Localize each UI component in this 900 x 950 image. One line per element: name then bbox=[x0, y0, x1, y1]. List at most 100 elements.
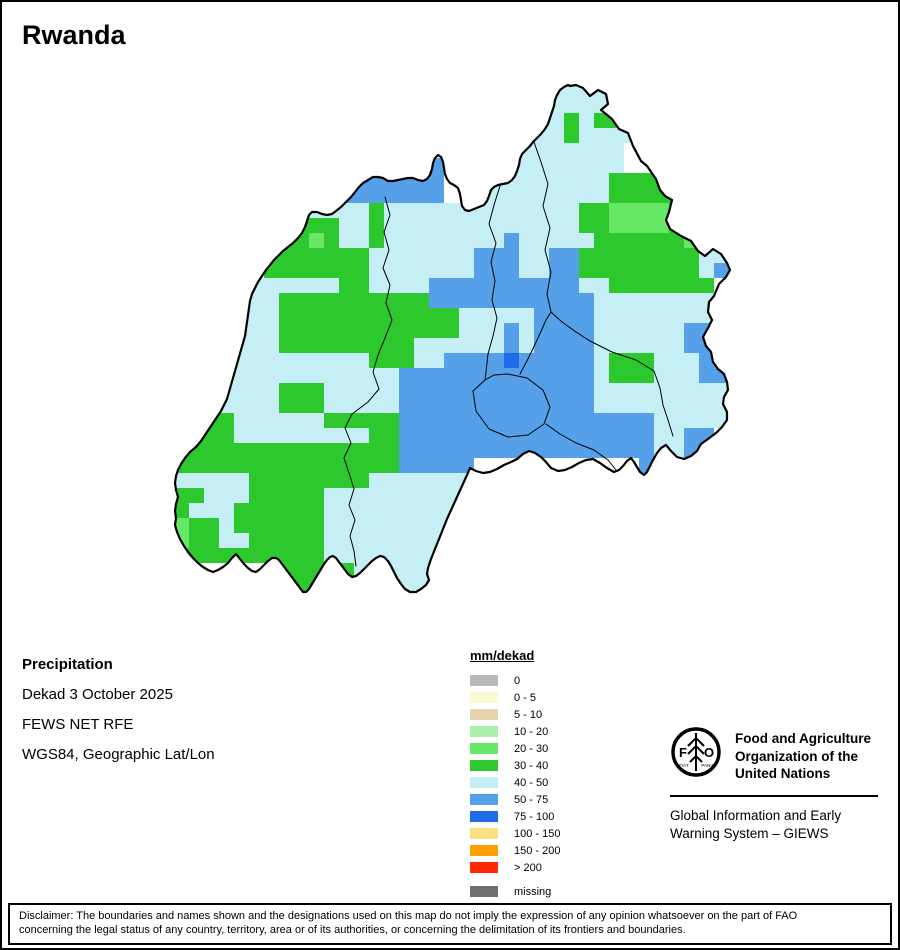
info-dekad: Dekad 3 October 2025 bbox=[22, 686, 173, 703]
raster-cell-run bbox=[175, 548, 324, 563]
raster-cell-run bbox=[684, 218, 714, 233]
legend-swatch bbox=[470, 777, 498, 788]
raster-cell-run bbox=[534, 323, 594, 338]
legend-swatch bbox=[470, 692, 498, 703]
legend-label: 100 - 150 bbox=[514, 827, 561, 840]
raster-cell-run bbox=[504, 323, 519, 338]
raster-cell-run bbox=[279, 338, 414, 353]
raster-cell-run bbox=[339, 218, 369, 233]
legend-swatch bbox=[470, 726, 498, 737]
legend-swatch bbox=[470, 743, 498, 754]
raster-cell-run bbox=[594, 383, 729, 398]
raster-cell-run bbox=[369, 233, 384, 248]
svg-text:F: F bbox=[679, 745, 687, 760]
fao-name: Food and Agriculture Organization of the… bbox=[735, 724, 871, 783]
raster-cell-run bbox=[519, 233, 594, 248]
raster-cell-run bbox=[339, 278, 369, 293]
province-border-north bbox=[484, 185, 501, 381]
raster-cell-run bbox=[504, 233, 519, 248]
raster-cell-run bbox=[339, 188, 444, 203]
raster-cell-run bbox=[324, 503, 474, 518]
raster-cell-run bbox=[369, 203, 384, 218]
legend-row: 75 - 100 bbox=[470, 808, 560, 825]
legend-row: 40 - 50 bbox=[470, 774, 560, 791]
raster-cell-run bbox=[579, 203, 609, 218]
raster-cell-run bbox=[579, 248, 699, 263]
raster-cell-run bbox=[219, 518, 234, 533]
raster-cell-run bbox=[279, 398, 324, 413]
province-border-east bbox=[533, 141, 674, 437]
legend-swatch bbox=[470, 794, 498, 805]
legend-swatch bbox=[470, 811, 498, 822]
raster-cell-run bbox=[204, 488, 249, 503]
raster-cell-run bbox=[294, 218, 339, 233]
raster-cell-run bbox=[579, 278, 609, 293]
raster-cell-run bbox=[175, 518, 189, 533]
giews-line2: Warning System – GIEWS bbox=[670, 825, 829, 841]
raster-cell-run bbox=[684, 443, 714, 458]
raster-cell-run bbox=[459, 323, 504, 338]
raster-cell-run bbox=[399, 443, 654, 458]
raster-cell-run bbox=[189, 518, 219, 533]
raster-cell-run bbox=[189, 503, 234, 518]
raster-cell-run bbox=[534, 338, 594, 353]
raster-cell-run bbox=[369, 278, 429, 293]
legend-label: 150 - 200 bbox=[514, 844, 561, 857]
raster-cell-run bbox=[519, 323, 534, 338]
raster-cell-run bbox=[189, 428, 234, 443]
raster-cell-run bbox=[579, 218, 609, 233]
raster-cell-run bbox=[474, 188, 609, 203]
disclaimer-line2: concerning the legal status of any count… bbox=[19, 924, 686, 936]
fao-divider bbox=[670, 794, 878, 797]
raster-cell-run bbox=[219, 533, 249, 548]
raster-cell-run bbox=[504, 353, 519, 368]
legend-label: 5 - 10 bbox=[514, 708, 543, 721]
raster-cell-run bbox=[414, 338, 504, 353]
raster-cell-run bbox=[309, 233, 324, 248]
raster-cell-run bbox=[594, 353, 609, 368]
raster-cell-run bbox=[279, 383, 324, 398]
raster-cell-run bbox=[609, 368, 654, 383]
raster-cell-run bbox=[175, 458, 399, 473]
svg-text:O: O bbox=[704, 745, 714, 760]
page-title: Rwanda bbox=[22, 20, 126, 50]
raster-cell-run bbox=[249, 533, 324, 548]
legend-rows: 0 0 - 5 5 - 10 10 - 20 20 - 30 30 - 40 40 - 50… bbox=[470, 672, 560, 900]
raster-cell-run bbox=[654, 413, 729, 428]
raster-cell-run bbox=[489, 173, 609, 188]
raster-cell-run bbox=[369, 428, 399, 443]
legend-label: 40 - 50 bbox=[514, 776, 549, 789]
fao-logo-icon: F O FIAT PANIS bbox=[671, 727, 721, 777]
raster-cell-run bbox=[564, 128, 579, 143]
raster-cell-run bbox=[414, 158, 444, 173]
precipitation-raster bbox=[175, 85, 730, 592]
giews-label: Global Information and Early Warning Sys… bbox=[670, 807, 880, 843]
raster-cell-run bbox=[519, 263, 549, 278]
raster-cell-run bbox=[369, 218, 384, 233]
raster-cell-run bbox=[474, 263, 519, 278]
legend-row: missing bbox=[470, 883, 560, 900]
legend-label: 10 - 20 bbox=[514, 725, 549, 738]
raster-cell-run bbox=[175, 488, 204, 503]
legend-swatch bbox=[470, 886, 498, 897]
raster-cell-run bbox=[175, 443, 399, 458]
raster-cell-run bbox=[594, 323, 684, 338]
province-borders bbox=[343, 141, 674, 567]
svg-text:PANIS: PANIS bbox=[701, 763, 714, 768]
map-info-block: Precipitation Dekad 3 October 2025 FEWS … bbox=[22, 650, 215, 770]
legend-title: mm/dekad bbox=[470, 648, 535, 663]
legend-row: 150 - 200 bbox=[470, 842, 560, 859]
legend-swatch bbox=[470, 828, 498, 839]
raster-cell-run bbox=[654, 428, 684, 443]
legend-row: > 200 bbox=[470, 859, 560, 876]
legend: mm/dekad 0 0 - 5 5 - 10 10 - 20 20 - 30 30 - … bbox=[470, 648, 560, 900]
raster-cell-run bbox=[324, 398, 399, 413]
raster-cell-run bbox=[669, 203, 699, 218]
raster-cell-run bbox=[234, 353, 369, 368]
raster-cell-run bbox=[519, 353, 594, 368]
raster-cell-run bbox=[594, 233, 684, 248]
raster-cell-run bbox=[594, 308, 714, 323]
legend-row: 30 - 40 bbox=[470, 757, 560, 774]
raster-cell-run bbox=[519, 338, 534, 353]
province-border-west bbox=[343, 196, 393, 567]
